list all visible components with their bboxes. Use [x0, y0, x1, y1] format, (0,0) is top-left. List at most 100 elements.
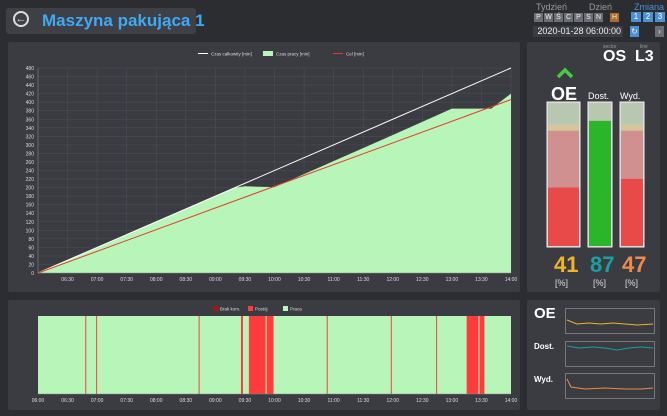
stop-interval — [240, 316, 243, 394]
y-tick-label: 380 — [26, 109, 35, 115]
y-tick-label: 60 — [28, 245, 34, 251]
series-line-0 — [37, 67, 512, 274]
stop-interval — [198, 316, 200, 394]
legend-swatch-0 — [213, 306, 218, 311]
x-tick-label: 13:30 — [475, 277, 488, 283]
weekday-0[interactable]: P — [534, 13, 543, 22]
stop-interval — [96, 316, 98, 394]
weekday-1[interactable]: W — [544, 13, 553, 22]
legend-swatch-2 — [283, 306, 288, 311]
y-tick-label: 80 — [28, 237, 34, 243]
status-timeline-chart: 06:00 06:30 07:00 07:30 08:00 08:30 09:00 09:30… — [32, 306, 518, 404]
stop-interval — [466, 316, 479, 394]
efficiency-bar-fill — [621, 178, 643, 246]
x-tick-label: 09:00 — [209, 277, 222, 283]
x-tick-label: 11:00 — [328, 277, 340, 283]
y-tick-label: 120 — [26, 220, 35, 226]
weekday-4[interactable]: P — [574, 13, 583, 22]
y-tick-label: 40 — [28, 254, 34, 260]
x-tick-label: 06:00 — [32, 398, 45, 404]
weekday-6[interactable]: N — [594, 13, 603, 22]
y-tick-label: 140 — [26, 211, 35, 217]
weekday-3[interactable]: C — [564, 13, 573, 22]
x-tick-label: 07:30 — [120, 277, 133, 283]
efficiency-bar-band — [621, 124, 643, 131]
oe-bar-top — [548, 103, 579, 125]
back-arrow-icon[interactable]: ← — [13, 11, 29, 27]
y-tick-label: 260 — [26, 160, 35, 166]
y-tick-label: 460 — [26, 75, 35, 81]
efficiency-value: 47 — [622, 252, 647, 277]
availability-value: 87 — [590, 252, 615, 277]
legend-label-0: Brak kom. — [220, 307, 240, 312]
weekday-2[interactable]: Ś — [554, 13, 563, 22]
trend-panel: OE Dost. Wyd. — [527, 300, 660, 410]
x-tick-label: 09:30 — [239, 398, 252, 404]
y-tick-label: 340 — [26, 126, 35, 132]
y-tick-label: 200 — [26, 186, 35, 192]
efficiency-label: Wyd. — [620, 91, 641, 101]
line-value: L3 — [635, 48, 654, 65]
x-tick-label: 12:30 — [416, 277, 429, 283]
stop-interval — [248, 316, 266, 394]
stop-interval — [266, 316, 274, 394]
legend-swatch-1 — [248, 306, 253, 311]
y-tick-label: 300 — [26, 143, 35, 149]
date-display: 2020-01-28 06:00:00 — [533, 26, 623, 37]
kpi-bars — [546, 101, 645, 248]
y-tick-label: 280 — [26, 151, 35, 157]
legend-label-1: Czas pracy [min] — [276, 52, 310, 57]
legend-label-1: Postój — [255, 307, 268, 312]
shift-button-2[interactable]: 2 — [643, 12, 653, 22]
shift-button-3[interactable]: 3 — [655, 12, 665, 22]
y-tick-label: 320 — [26, 134, 35, 140]
x-tick-label: 08:30 — [180, 398, 193, 404]
x-tick-label: 12:00 — [386, 277, 399, 283]
y-tick-label: 0 — [31, 271, 34, 277]
y-tick-label: 420 — [26, 92, 35, 98]
x-tick-label: 14:00 — [505, 398, 518, 404]
x-tick-label: 08:00 — [150, 277, 163, 283]
y-tick-label: 160 — [26, 203, 35, 209]
series-line-2 — [37, 99, 512, 274]
kpi-panel: sector OS line L3 OE Dost. Wyd. 41 87 47… — [527, 42, 660, 292]
x-tick-label: 08:00 — [150, 398, 163, 404]
y-tick-label: 240 — [26, 169, 35, 175]
shift-button-1[interactable]: 1 — [631, 12, 641, 22]
work-band — [38, 316, 511, 394]
availability-bar-fill — [589, 120, 611, 246]
next-date-button[interactable]: › — [655, 26, 664, 37]
sector-label: sector — [603, 44, 617, 50]
x-tick-label: 07:00 — [91, 277, 104, 283]
oe-bar-fill — [548, 187, 579, 246]
trend-availability-label: Dost. — [534, 342, 554, 351]
trend-efficiency-label: Wyd. — [534, 375, 553, 384]
oe-bar-band — [548, 124, 579, 131]
x-tick-label: 10:00 — [268, 277, 281, 283]
availability-label: Dost. — [588, 91, 610, 101]
stop-interval — [479, 316, 485, 394]
x-tick-label: 11:30 — [357, 277, 369, 283]
weekday-5[interactable]: S — [584, 13, 593, 22]
stop-interval — [85, 316, 87, 394]
y-tick-label: 400 — [26, 100, 35, 106]
y-tick-label: 20 — [28, 262, 34, 268]
chevron-up-icon — [556, 67, 574, 79]
refresh-icon[interactable]: ↻ — [630, 26, 639, 37]
legend-swatch-1 — [263, 51, 273, 56]
cumulative-time-chart: 0 20 40 60 80 100 120 140 160 180 200 220 240 260 280 3… — [26, 51, 517, 283]
stop-interval — [326, 316, 328, 394]
x-tick-label: 11:30 — [357, 398, 369, 404]
sector-value: OS — [603, 48, 627, 65]
efficiency-sparkline — [565, 373, 655, 399]
week-label: Tydzień — [536, 2, 568, 12]
y-tick-label: 220 — [26, 177, 35, 183]
x-tick-label: 10:00 — [268, 398, 281, 404]
day-label: Dzień — [589, 2, 613, 12]
x-tick-label: 10:30 — [298, 398, 311, 404]
x-tick-label: 11:00 — [328, 398, 340, 404]
active-day-marker[interactable]: H — [610, 13, 619, 22]
x-tick-label: 09:30 — [239, 277, 252, 283]
x-tick-label: 07:00 — [91, 398, 104, 404]
